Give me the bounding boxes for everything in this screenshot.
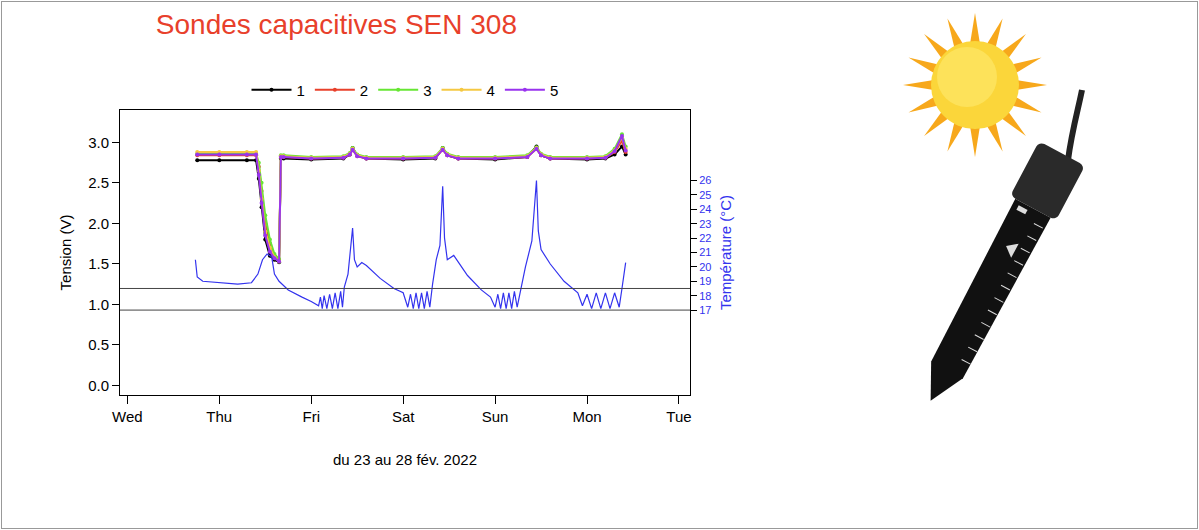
svg-text:1.0: 1.0	[88, 296, 109, 313]
svg-text:1.5: 1.5	[88, 255, 109, 272]
svg-text:Fri: Fri	[302, 408, 320, 425]
svg-text:Sun: Sun	[482, 408, 509, 425]
svg-text:Thu: Thu	[206, 408, 232, 425]
svg-text:Sondes capacitives SEN 308: Sondes capacitives SEN 308	[156, 9, 517, 40]
svg-text:Wed: Wed	[112, 408, 143, 425]
svg-text:21: 21	[699, 246, 711, 258]
svg-text:18: 18	[699, 290, 711, 302]
svg-text:0.5: 0.5	[88, 336, 109, 353]
svg-text:24: 24	[699, 203, 711, 215]
svg-text:19: 19	[699, 275, 711, 287]
svg-text:22: 22	[699, 232, 711, 244]
svg-text:0.0: 0.0	[88, 377, 109, 394]
svg-text:Température (°C): Température (°C)	[717, 195, 734, 310]
svg-text:Mon: Mon	[572, 408, 601, 425]
svg-text:20: 20	[699, 261, 711, 273]
svg-text:1: 1	[297, 82, 305, 99]
svg-text:2: 2	[360, 82, 368, 99]
svg-text:2.0: 2.0	[88, 215, 109, 232]
svg-text:23: 23	[699, 218, 711, 230]
svg-text:3.0: 3.0	[88, 134, 109, 151]
svg-text:Sat: Sat	[392, 408, 415, 425]
svg-text:2.5: 2.5	[88, 174, 109, 191]
svg-text:4: 4	[487, 82, 495, 99]
svg-text:du 23 au 28 fév. 2022: du 23 au 28 fév. 2022	[333, 451, 477, 468]
svg-text:26: 26	[699, 174, 711, 186]
svg-text:Tension (V): Tension (V)	[57, 215, 74, 291]
svg-text:3: 3	[423, 82, 431, 99]
svg-text:Tue: Tue	[666, 408, 691, 425]
svg-text:5: 5	[550, 82, 558, 99]
svg-text:25: 25	[699, 189, 711, 201]
svg-text:17: 17	[699, 304, 711, 316]
